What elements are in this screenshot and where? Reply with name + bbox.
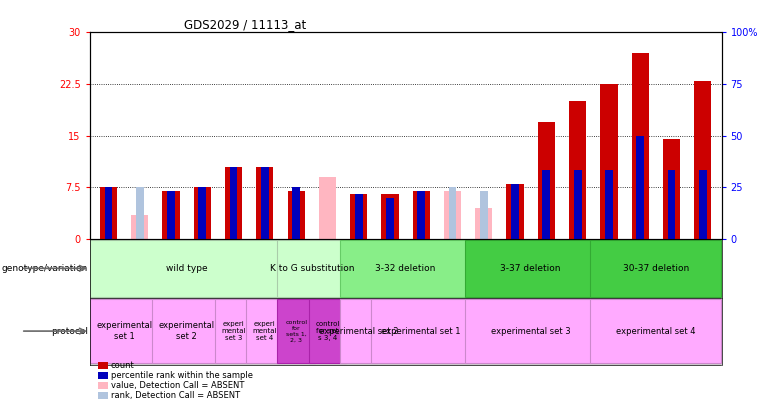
Bar xyxy=(340,240,471,296)
Bar xyxy=(511,188,519,239)
Text: count: count xyxy=(111,361,134,370)
Bar xyxy=(90,299,158,363)
Bar xyxy=(448,188,456,239)
Bar xyxy=(537,122,555,239)
Bar xyxy=(261,188,269,239)
Text: experi
mental
set 3: experi mental set 3 xyxy=(222,321,246,341)
Text: experimental set 3: experimental set 3 xyxy=(491,326,570,336)
Bar xyxy=(636,136,644,239)
Text: experimental set 4: experimental set 4 xyxy=(616,326,696,336)
Bar xyxy=(663,139,680,239)
Bar xyxy=(632,53,649,239)
Text: wild type: wild type xyxy=(166,264,207,273)
Bar xyxy=(480,191,488,239)
Text: 3-37 deletion: 3-37 deletion xyxy=(501,264,561,273)
Bar xyxy=(278,240,346,296)
Text: value, Detection Call = ABSENT: value, Detection Call = ABSENT xyxy=(111,381,244,390)
Bar xyxy=(574,170,582,239)
Bar xyxy=(198,188,206,239)
Bar xyxy=(475,208,492,239)
Bar xyxy=(288,191,305,239)
Bar xyxy=(340,299,378,363)
Text: protocol: protocol xyxy=(51,326,88,336)
Bar xyxy=(511,184,519,239)
Bar xyxy=(167,191,175,239)
Bar xyxy=(105,188,112,239)
Bar xyxy=(444,191,461,239)
Bar xyxy=(506,184,523,239)
Bar xyxy=(162,191,179,239)
Text: 3-32 deletion: 3-32 deletion xyxy=(375,264,436,273)
Bar xyxy=(569,101,587,239)
Text: percentile rank within the sample: percentile rank within the sample xyxy=(111,371,253,380)
Text: K to G substitution: K to G substitution xyxy=(270,264,354,273)
Bar xyxy=(699,170,707,239)
Bar xyxy=(371,299,471,363)
Bar xyxy=(590,240,722,296)
Bar xyxy=(229,167,237,239)
Bar xyxy=(465,240,597,296)
Bar xyxy=(100,188,117,239)
Bar xyxy=(278,299,315,363)
Bar xyxy=(292,188,300,239)
Text: experimental
set 2: experimental set 2 xyxy=(158,322,214,341)
Text: control
for
sets 1,
2, 3: control for sets 1, 2, 3 xyxy=(285,320,307,342)
Bar xyxy=(246,299,284,363)
Bar xyxy=(413,191,430,239)
Bar xyxy=(257,167,274,239)
Text: experi
mental
set 4: experi mental set 4 xyxy=(253,321,277,341)
Text: experimental set 2: experimental set 2 xyxy=(319,326,399,336)
Text: control
for set
s 3, 4: control for set s 3, 4 xyxy=(315,321,339,341)
Text: 30-37 deletion: 30-37 deletion xyxy=(622,264,689,273)
Text: experimental set 1: experimental set 1 xyxy=(381,326,461,336)
Bar xyxy=(225,167,242,239)
Bar xyxy=(590,299,722,363)
Bar xyxy=(350,194,367,239)
Bar xyxy=(193,188,211,239)
Bar xyxy=(601,84,618,239)
Text: rank, Detection Call = ABSENT: rank, Detection Call = ABSENT xyxy=(111,391,240,400)
Text: experimental
set 1: experimental set 1 xyxy=(96,322,152,341)
Bar xyxy=(381,194,399,239)
Bar xyxy=(152,299,221,363)
Text: genotype/variation: genotype/variation xyxy=(2,264,88,273)
Bar xyxy=(309,299,346,363)
Bar xyxy=(261,167,269,239)
Bar xyxy=(605,170,613,239)
Bar xyxy=(131,215,148,239)
Bar xyxy=(668,170,675,239)
Bar xyxy=(355,194,363,239)
Bar xyxy=(542,170,550,239)
Text: GDS2029 / 11113_at: GDS2029 / 11113_at xyxy=(184,18,307,31)
Bar xyxy=(90,240,284,296)
Bar xyxy=(694,81,711,239)
Bar xyxy=(136,188,144,239)
Bar xyxy=(386,198,394,239)
Bar xyxy=(417,191,425,239)
Bar xyxy=(465,299,597,363)
Bar xyxy=(319,177,336,239)
Bar xyxy=(215,299,253,363)
